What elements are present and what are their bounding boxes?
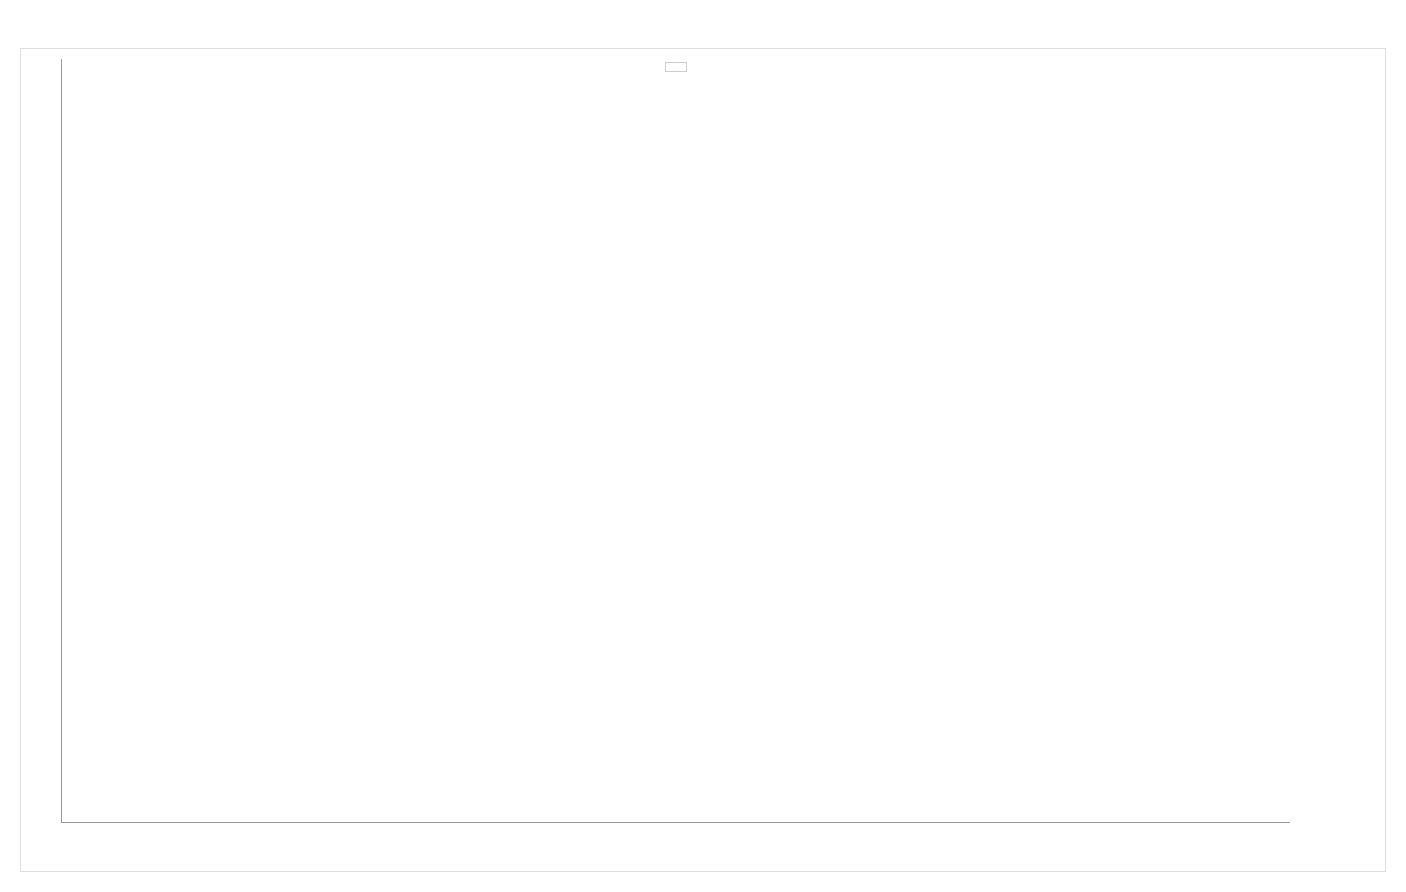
plot-area: [61, 59, 1290, 823]
correlation-legend: [665, 62, 687, 72]
chart-container: [20, 48, 1386, 872]
